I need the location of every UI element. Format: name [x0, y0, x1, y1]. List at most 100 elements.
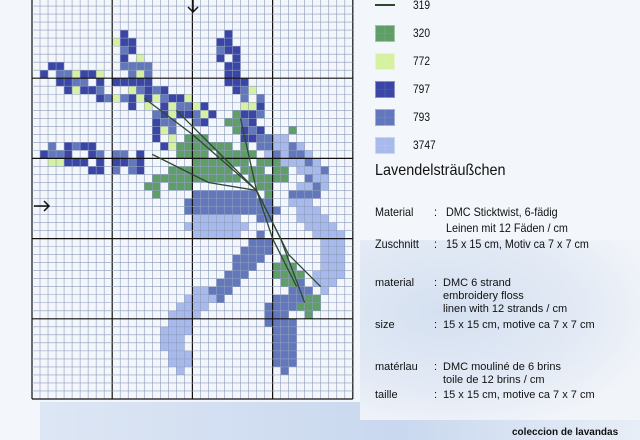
stitch-797 — [64, 158, 73, 167]
stitch-3747 — [160, 326, 169, 335]
stitch-3747 — [176, 334, 185, 343]
stitch-320 — [200, 158, 209, 167]
stitch-793 — [192, 206, 201, 215]
stitch-320 — [288, 126, 297, 135]
stitch-797 — [96, 158, 105, 167]
stitch-793 — [208, 190, 217, 199]
stitch-320 — [200, 174, 209, 183]
stitch-793 — [312, 182, 321, 191]
stitch-3747 — [232, 230, 241, 239]
stitch-320 — [168, 174, 177, 183]
stitch-320 — [216, 142, 225, 151]
stitch-320 — [304, 294, 313, 303]
stitch-772 — [112, 38, 121, 47]
stitch-793 — [216, 198, 225, 207]
stitch-320 — [232, 174, 241, 183]
stitch-797 — [112, 158, 121, 167]
stitch-793 — [208, 198, 217, 207]
stitch-3747 — [336, 238, 345, 247]
stitch-320 — [272, 270, 281, 279]
stitch-797 — [48, 62, 57, 71]
stitch-793 — [112, 150, 121, 159]
stitch-793 — [272, 334, 281, 343]
stitch-3747 — [320, 230, 329, 239]
stitch-320 — [272, 158, 281, 167]
legend-item-772: 772 — [375, 52, 433, 70]
stitch-793 — [264, 238, 273, 247]
stitch-793 — [120, 94, 129, 103]
legend-swatch — [375, 4, 395, 6]
stitch-793 — [112, 166, 121, 175]
stitch-320 — [288, 270, 297, 279]
stitch-793 — [288, 150, 297, 159]
stem-backstitch — [152, 153, 322, 288]
stitch-3747 — [272, 142, 281, 151]
stitch-793 — [288, 350, 297, 359]
stitch-797 — [128, 94, 137, 103]
stitch-320 — [224, 174, 233, 183]
stitch-3747 — [176, 342, 185, 351]
stitch-3747 — [216, 230, 225, 239]
stitch-793 — [280, 358, 289, 367]
stitch-3747 — [168, 310, 177, 319]
stitch-772 — [136, 70, 145, 79]
stitch-320 — [224, 118, 233, 127]
legend-swatch — [375, 52, 395, 70]
stitch-797 — [152, 118, 161, 127]
stitch-320 — [248, 174, 257, 183]
de-size-label: Zuschnitt — [375, 237, 419, 251]
stitch-793 — [72, 78, 81, 87]
stitch-3747 — [320, 262, 329, 271]
stitch-772 — [128, 86, 137, 95]
stitch-793 — [264, 310, 273, 319]
stitch-3747 — [176, 358, 185, 367]
stitch-320 — [208, 174, 217, 183]
stitch-3747 — [208, 294, 217, 303]
legend-code: 772 — [413, 54, 431, 68]
stitch-793 — [272, 350, 281, 359]
stitch-793 — [56, 150, 65, 159]
stitch-3747 — [176, 302, 185, 311]
stitch-3747 — [296, 214, 305, 223]
stitch-797 — [64, 78, 73, 87]
stitch-320 — [296, 270, 305, 279]
stitch-797 — [232, 54, 241, 63]
stitch-772 — [48, 158, 57, 167]
stitch-797 — [248, 118, 257, 127]
de-material-label: Material — [375, 205, 414, 219]
stitch-320 — [264, 174, 273, 183]
stitch-320 — [224, 150, 233, 159]
stitch-320 — [176, 150, 185, 159]
legend-code: 319 — [413, 0, 431, 12]
legend-item-320: 320 — [375, 24, 433, 42]
stitch-793 — [224, 270, 233, 279]
stitch-3747 — [320, 278, 329, 287]
stitch-793 — [80, 78, 89, 87]
stitch-3747 — [320, 182, 329, 191]
cross-stitch-chart — [31, 0, 354, 400]
stitch-320 — [280, 166, 289, 175]
legend-code: 793 — [413, 110, 431, 124]
stitch-320 — [264, 190, 273, 199]
center-arrow-top-icon — [187, 0, 199, 14]
stitch-793 — [200, 190, 209, 199]
stitch-793 — [248, 126, 257, 135]
legend-item-319: 319 — [375, 0, 433, 14]
stitch-797 — [160, 86, 169, 95]
stitch-3747 — [336, 262, 345, 271]
stitch-772 — [192, 102, 201, 111]
stitch-320 — [240, 142, 249, 151]
stitch-793 — [272, 358, 281, 367]
stitch-797 — [200, 118, 209, 127]
stitch-3747 — [200, 286, 209, 295]
stitch-793 — [168, 118, 177, 127]
fr-size-label: taille — [375, 389, 398, 401]
stitch-793 — [304, 158, 313, 167]
stitch-320 — [296, 302, 305, 311]
center-arrow-left-icon — [34, 200, 51, 212]
stitch-3747 — [304, 166, 313, 175]
stitch-793 — [280, 350, 289, 359]
stitch-797 — [128, 102, 137, 111]
stitch-3747 — [216, 222, 225, 231]
stitch-793 — [184, 198, 193, 207]
